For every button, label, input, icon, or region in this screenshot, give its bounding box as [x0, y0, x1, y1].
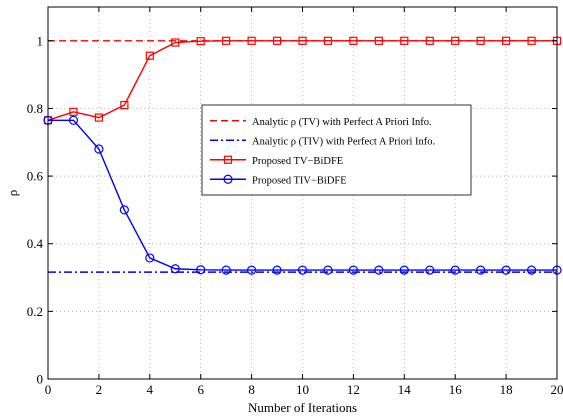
square-marker: [120, 100, 129, 110]
x-tick-label: 18: [500, 382, 513, 397]
square-marker: [69, 107, 78, 116]
x-axis-label: Number of Iterations: [248, 400, 357, 415]
legend-label: Analytic ρ (TIV) with Perfect A Priori I…: [252, 136, 435, 147]
circle-marker: [119, 205, 129, 215]
square-marker: [94, 113, 104, 122]
axis-ticks: 0 2 4 6 8 10 12 14 16 18 20 0 0.2 0.4 0.6 0.8 1: [27, 7, 563, 397]
circle-marker: [323, 265, 333, 275]
x-tick-label: 2: [96, 382, 103, 397]
legend-entry: Analytic ρ (TV) with Perfect A Priori In…: [210, 117, 432, 128]
y-tick-label: 0.2: [27, 304, 43, 319]
square-marker: [247, 36, 256, 45]
square-marker: [323, 36, 333, 45]
circle-marker: [399, 265, 409, 275]
series-layer: [43, 36, 562, 275]
square-marker: [298, 36, 307, 45]
circle-marker: [272, 265, 282, 275]
legend-box: [201, 104, 472, 196]
legend-label: Proposed TIV−BiDFE: [252, 175, 347, 186]
square-marker: [349, 36, 358, 45]
circle-marker: [94, 144, 104, 154]
x-tick-label: 12: [347, 382, 360, 397]
circle-marker: [145, 253, 155, 263]
square-marker: [374, 36, 383, 45]
y-tick-label: 0.6: [27, 169, 44, 184]
x-tick-label: 4: [147, 382, 154, 397]
square-marker: [425, 36, 434, 45]
square-marker: [196, 37, 205, 46]
x-tick-label: 10: [296, 382, 309, 397]
x-tick-label: 16: [449, 382, 463, 397]
circle-marker: [348, 265, 358, 275]
square-marker: [222, 36, 231, 45]
square-marker: [451, 36, 460, 45]
legend-entry: Analytic ρ (TIV) with Perfect A Priori I…: [210, 136, 435, 147]
circle-marker: [501, 265, 511, 275]
square-marker: [527, 36, 536, 45]
square-marker: [171, 38, 180, 47]
series-4: [43, 115, 562, 275]
circle-marker: [526, 265, 537, 275]
series-line: [47, 40, 557, 121]
square-marker: [223, 155, 233, 164]
square-marker: [476, 36, 485, 45]
circle-marker: [170, 264, 180, 274]
circle-marker: [476, 265, 486, 275]
circle-marker: [297, 265, 308, 275]
y-tick-label: 0.4: [27, 236, 44, 251]
circle-marker: [247, 265, 257, 275]
square-marker: [400, 36, 409, 45]
x-tick-label: 20: [551, 382, 563, 397]
circle-marker: [425, 265, 435, 275]
legend-label: Analytic ρ (TV) with Perfect A Priori In…: [252, 117, 432, 128]
series-3: [43, 36, 562, 125]
square-marker: [272, 36, 282, 45]
circle-marker: [450, 265, 460, 275]
circle-marker: [196, 265, 206, 275]
legend-entry: Proposed TIV−BiDFE: [210, 174, 347, 186]
legend: Analytic ρ (TV) with Perfect A Priori In…: [201, 104, 472, 196]
x-tick-label: 14: [398, 382, 412, 397]
square-marker: [145, 51, 154, 60]
circle-marker: [221, 265, 231, 275]
y-tick-label: 0.8: [27, 101, 43, 116]
x-tick-label: 8: [248, 382, 255, 397]
legend-label: Proposed TV−BiDFE: [252, 156, 343, 167]
circle-marker: [223, 174, 233, 184]
x-tick-label: 6: [197, 382, 204, 397]
y-tick-label: 1: [37, 33, 44, 48]
x-tick-label: 0: [45, 382, 52, 397]
circle-marker: [374, 265, 384, 275]
y-axis-label: ρ: [5, 190, 20, 197]
legend-entry: Proposed TV−BiDFE: [210, 155, 343, 167]
series-line: [48, 119, 557, 271]
square-marker: [502, 36, 511, 45]
y-tick-label: 0: [37, 372, 44, 387]
circle-marker: [68, 115, 79, 125]
